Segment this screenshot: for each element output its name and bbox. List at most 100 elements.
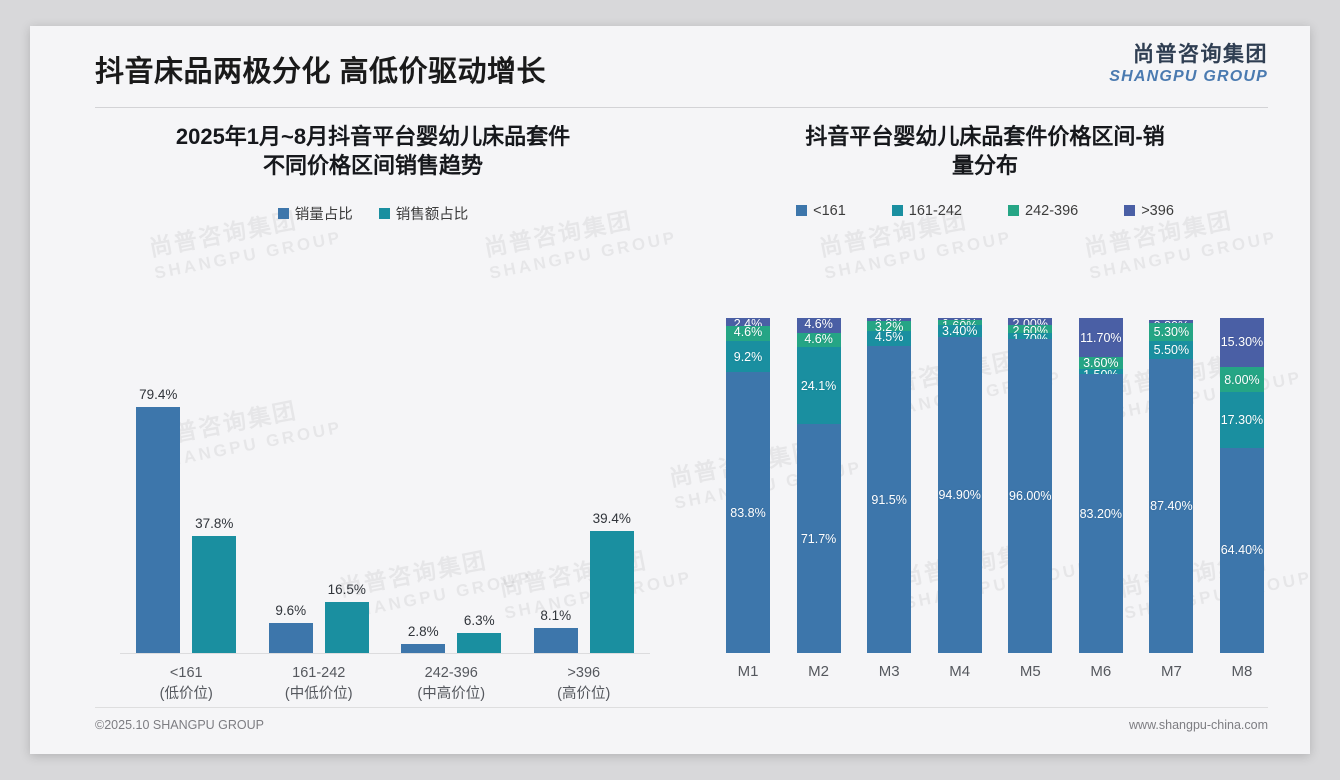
stack-segment[interactable]: 91.5%	[867, 346, 912, 653]
category-label-tier: (高价位)	[557, 686, 611, 703]
bar-group: 2.8% 6.3%	[385, 318, 518, 653]
stacked-bar[interactable]: 2.4% 4.6% 9.2% 83.8%	[726, 317, 770, 653]
stacked-bar[interactable]: 15.30% 8.00% 17.30% 64.40%	[1219, 318, 1264, 653]
stack-segment[interactable]: 5.50%	[1149, 340, 1194, 360]
right-chart-legend: <161 161-242 242-396 >396	[690, 203, 1280, 219]
stack-segment[interactable]: 9.2%	[726, 341, 770, 373]
stack-segment[interactable]: 83.8%	[726, 372, 770, 653]
stack-segment[interactable]: 94.90%	[937, 336, 982, 653]
bar-column[interactable]: 79.4%	[136, 318, 181, 653]
category-label-range: <161	[169, 665, 203, 681]
left-chart-axis-line	[120, 653, 650, 654]
stack-segment-label: 3.60%	[1083, 356, 1119, 371]
stack-segment-label: 9.2%	[733, 349, 763, 364]
stacked-bar[interactable]: 0.8%3.2%4.5%91.5%	[867, 317, 912, 653]
bar-column[interactable]: 39.4%	[589, 318, 634, 653]
bar[interactable]	[589, 530, 634, 653]
bar-column[interactable]: 8.1%	[533, 318, 578, 653]
footer-website[interactable]: www.shangpu-china.com	[1129, 718, 1268, 732]
bar-value-label: 9.6%	[275, 603, 307, 619]
stack-segment-label: 83.20%	[1079, 506, 1123, 521]
stack-segment[interactable]: 87.40%	[1149, 359, 1194, 653]
stack-segment[interactable]: 15.30%	[1219, 318, 1264, 367]
stack-segment[interactable]: 4.6%	[796, 331, 841, 348]
right-chart-stacks: 2.4%4.6%9.2%83.8%4.6%4.6%24.1%71.7%0.8%3…	[726, 317, 1264, 653]
stacked-bar[interactable]: 4.6% 4.6% 24.1% 71.7%	[796, 317, 841, 653]
stack-segment[interactable]: 4.5%	[867, 330, 912, 347]
stack-segment[interactable]: 5.30%	[1149, 323, 1194, 341]
stack-segment[interactable]: 17.30%	[1219, 392, 1264, 448]
stacked-bar[interactable]: 11.70%3.60%1.50%83.20%	[1078, 318, 1123, 653]
legend-item[interactable]: <161	[796, 203, 846, 219]
bar-column[interactable]: 9.6%	[268, 318, 313, 653]
legend-label: <161	[813, 202, 846, 219]
stack-segment[interactable]: 11.70%	[1078, 318, 1123, 358]
bar[interactable]	[401, 644, 446, 653]
legend-swatch-icon	[1008, 205, 1019, 217]
bar[interactable]	[457, 633, 502, 653]
stack-segment[interactable]: 4.6%	[726, 325, 770, 342]
stacked-bar[interactable]: 0.80%5.30%5.50%87.40%	[1149, 318, 1194, 653]
legend-label: 销售额占比	[395, 206, 469, 223]
legend-item[interactable]: >396	[1124, 203, 1174, 219]
stack-segment-label: 96.00%	[1009, 488, 1052, 503]
bar-column[interactable]: 6.3%	[457, 318, 502, 653]
bar-group: 9.6% 16.5%	[253, 318, 386, 653]
logo-english-text: SHANGPU GROUP	[1109, 68, 1268, 85]
right-chart-title: 抖音平台婴幼儿床品套件价格区间-销 量分布	[690, 122, 1280, 181]
bar[interactable]	[533, 627, 578, 653]
bar-value-label: 8.1%	[540, 607, 572, 623]
stack-segment-label: 71.7%	[800, 531, 837, 546]
bar[interactable]	[324, 601, 369, 653]
legend-swatch-icon	[277, 207, 289, 219]
stack-segment[interactable]: 3.40%	[937, 324, 982, 338]
stack-segment[interactable]: 3.2%	[867, 320, 912, 334]
month-label: M5	[1019, 663, 1041, 680]
legend-label: 161-242	[908, 202, 962, 219]
stacked-bar[interactable]: 2.00%2.60%1.70%96.00%	[1008, 317, 1053, 653]
stack-segment-label: 4.6%	[804, 317, 833, 331]
stack-segment[interactable]: 96.00%	[1008, 338, 1053, 653]
legend-item[interactable]: 161-242	[891, 202, 962, 219]
legend-label: 销量占比	[294, 206, 353, 223]
stack-segment-label: 5.50%	[1153, 343, 1190, 358]
legend-label: >396	[1141, 202, 1174, 219]
month-label: M6	[1090, 663, 1112, 680]
legend-swatch-icon	[796, 205, 808, 217]
stacked-bar[interactable]: 0.60%1.60%3.40%94.90%	[937, 317, 982, 653]
left-chart-plot: 79.4% 37.8% 9.6% 16.5% 2.8% 6.3% 8.1% 39.4% <16…	[78, 318, 668, 702]
stack-segment-label: 87.40%	[1150, 499, 1193, 514]
stack-segment[interactable]: 83.20%	[1078, 374, 1123, 653]
left-chart-category-labels: <161 (低价位) 161-242 (中低价位) 242-396 (中高价位) >396 (…	[120, 654, 650, 705]
stack-segment-label: 4.6%	[804, 331, 833, 346]
stack-segment[interactable]: 71.7%	[796, 424, 841, 653]
bar-column[interactable]: 16.5%	[324, 318, 369, 653]
stack-segment-label: 83.8%	[730, 505, 766, 520]
stack-segment-label: 15.30%	[1220, 335, 1264, 350]
stack-segment[interactable]: 4.6%	[796, 317, 841, 333]
bar[interactable]	[268, 623, 313, 653]
bar-column[interactable]: 37.8%	[192, 318, 237, 653]
month-label: M7	[1160, 663, 1182, 680]
stack-segment-label: 17.30%	[1220, 412, 1264, 427]
category-label: >396 (高价位)	[518, 663, 651, 705]
bar-group: 79.4% 37.8%	[120, 318, 253, 653]
stack-segment[interactable]: 3.60%	[1078, 356, 1123, 371]
legend-item[interactable]: 销量占比	[277, 203, 353, 224]
legend-item[interactable]: 242-396	[1008, 203, 1078, 219]
left-chart-bar-groups: 79.4% 37.8% 9.6% 16.5% 2.8% 6.3% 8.1% 39.4%	[120, 318, 650, 653]
legend-label: 242-396	[1025, 202, 1079, 219]
stack-segment[interactable]: 64.40%	[1219, 447, 1264, 653]
stack-segment[interactable]: 24.1%	[796, 347, 841, 425]
bar[interactable]	[136, 406, 181, 653]
bar-value-label: 2.8%	[407, 624, 439, 640]
stack-segment[interactable]: 8.00%	[1219, 366, 1264, 393]
footer-divider	[95, 707, 1268, 708]
footer-copyright: ©2025.10 SHANGPU GROUP	[95, 718, 264, 732]
bar[interactable]	[192, 535, 237, 653]
left-chart-title: 2025年1月~8月抖音平台婴幼儿床品套件 不同价格区间销售趋势	[78, 122, 668, 181]
bar-value-label: 39.4%	[592, 510, 631, 526]
legend-item[interactable]: 销售额占比	[378, 203, 469, 224]
bar-column[interactable]: 2.8%	[401, 318, 446, 653]
right-chart-plot: 2.4%4.6%9.2%83.8%4.6%4.6%24.1%71.7%0.8%3…	[690, 317, 1280, 680]
